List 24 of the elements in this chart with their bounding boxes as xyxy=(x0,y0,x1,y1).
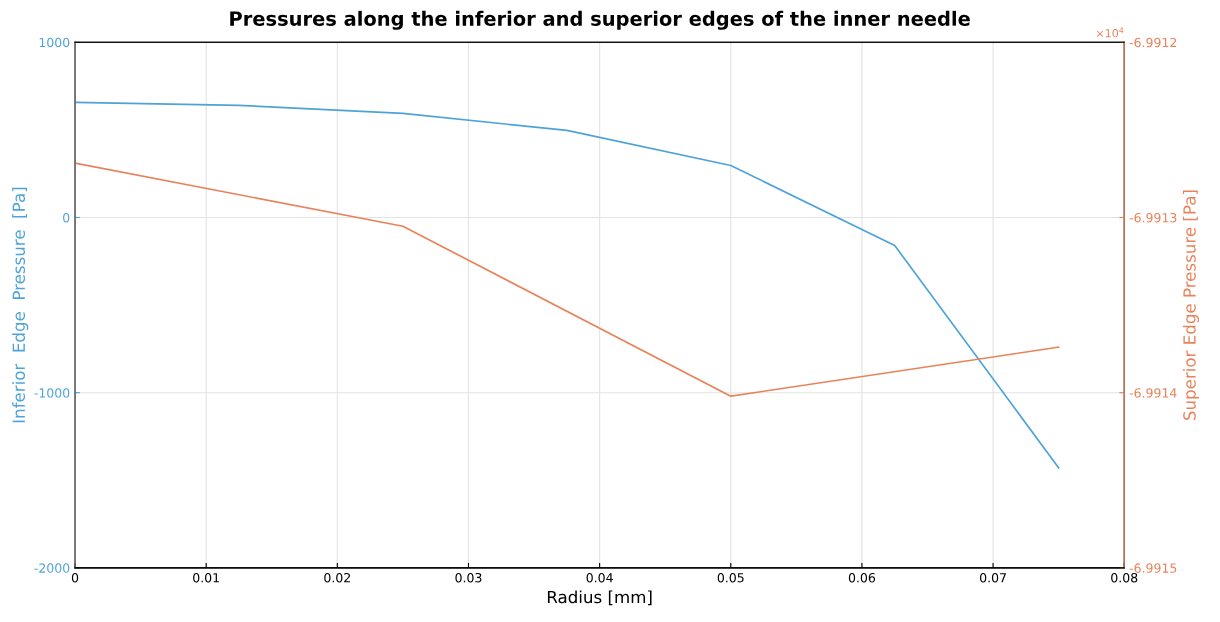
chart-title: Pressures along the inferior and superior edges of the inner needle xyxy=(230,10,970,30)
x-tick-label: 0.06 xyxy=(848,572,876,583)
x-tick-label: 0.03 xyxy=(455,572,482,583)
y2-tick-label: -6.9913 xyxy=(1129,212,1177,223)
y2-tick-label: -6.9915 xyxy=(1129,563,1177,573)
y2-axis-title: Superior Edge Pressure [Pa] xyxy=(1182,190,1200,420)
x-tick-label: 0.08 xyxy=(1111,572,1138,583)
y2-tick-label: -6.9912 xyxy=(1129,37,1177,48)
x-tick-label: 0.05 xyxy=(717,572,744,583)
x-tick-label: 0 xyxy=(71,572,79,583)
line-series xyxy=(75,101,1060,469)
y-axis-title: Inferior Edge Pressure [Pa] xyxy=(12,187,29,423)
x-tick-label: 0.04 xyxy=(586,572,613,583)
x-axis-title: Radius [mm] xyxy=(547,590,652,606)
x-tick-label: 0.02 xyxy=(324,572,350,583)
y2-tick-label: -6.9914 xyxy=(1129,388,1177,398)
y-tick-label: -1000 xyxy=(34,388,70,398)
text: ×10$^{4}$ xyxy=(1096,27,1124,38)
y-tick-label: -2000 xyxy=(34,563,70,573)
x-tick-label: 0.07 xyxy=(979,572,1006,583)
y-tick-label: 0 xyxy=(63,212,70,223)
x-tick-label: 0.01 xyxy=(193,572,219,583)
y-tick-label: 1000 xyxy=(39,37,70,48)
line-series xyxy=(75,162,1060,398)
